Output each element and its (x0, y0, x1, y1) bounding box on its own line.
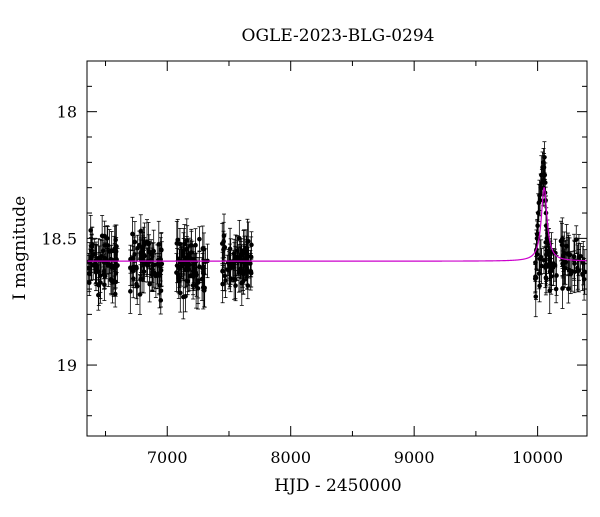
data-point (566, 286, 571, 292)
data-point (243, 245, 249, 251)
y-tick-label: 18 (57, 103, 77, 122)
data-point (136, 242, 142, 248)
data-point (88, 228, 94, 233)
data-point (193, 242, 198, 248)
data-point (147, 281, 152, 287)
data-point (139, 249, 145, 255)
data-point (142, 253, 147, 259)
data-point (104, 236, 110, 241)
data-point (97, 256, 102, 262)
data-point (233, 283, 238, 288)
data-point (96, 292, 101, 298)
data-point (220, 268, 225, 274)
data-point (159, 247, 164, 253)
data-group (87, 141, 587, 320)
data-point (223, 278, 228, 283)
x-axis-label: HJD - 2450000 (274, 476, 402, 496)
data-point (94, 262, 99, 268)
chart-title: OGLE-2023-BLG-0294 (242, 26, 435, 46)
data-point (230, 262, 236, 268)
data-point (245, 269, 250, 275)
data-point (156, 241, 162, 247)
data-point (233, 254, 238, 260)
data-point (248, 270, 254, 276)
data-point (190, 283, 196, 288)
data-point (571, 254, 577, 259)
data-point (113, 279, 118, 285)
model-curve (87, 187, 587, 262)
y-axis-label: I magnitude (10, 196, 30, 300)
data-point (114, 244, 119, 249)
data-point (548, 274, 554, 279)
data-point (105, 243, 111, 248)
data-point (539, 263, 544, 269)
data-point (146, 241, 151, 247)
data-point (533, 294, 539, 299)
data-point (542, 172, 548, 178)
x-tick-label: 7000 (147, 448, 188, 467)
data-point (149, 272, 155, 278)
data-point (569, 268, 575, 274)
data-point (102, 282, 107, 288)
data-point (175, 237, 181, 243)
data-point (547, 261, 552, 267)
data-point (581, 276, 587, 282)
x-tick-label: 8000 (270, 448, 311, 467)
data-point (551, 261, 556, 267)
data-point (150, 253, 155, 259)
data-point (156, 271, 162, 276)
data-point (537, 198, 543, 203)
data-point (562, 265, 568, 271)
data-point (105, 263, 111, 268)
data-point (176, 272, 181, 278)
data-point (128, 256, 133, 262)
data-point (537, 283, 542, 289)
data-point (128, 289, 133, 294)
y-axis: 18 18.5 19 (41, 85, 587, 417)
data-point (553, 286, 559, 292)
data-point (536, 271, 542, 276)
x-tick-label: 10000 (512, 448, 563, 467)
data-point (222, 273, 228, 279)
data-point (186, 262, 191, 268)
data-point (153, 273, 159, 279)
data-point (95, 269, 101, 274)
data-point (580, 271, 585, 277)
plot-area (87, 141, 587, 320)
data-point (240, 271, 246, 277)
data-point (534, 236, 540, 241)
data-point (115, 263, 120, 268)
x-tick-label: 9000 (394, 448, 435, 467)
data-point (241, 249, 246, 255)
plot-frame (86, 60, 588, 437)
data-point (200, 265, 205, 271)
data-point (535, 223, 540, 228)
data-point (191, 268, 197, 274)
data-point (113, 237, 118, 243)
y-tick-label: 18.5 (41, 229, 77, 248)
data-point (197, 236, 202, 242)
data-point (542, 180, 548, 185)
data-point (560, 236, 565, 242)
data-point (99, 233, 105, 239)
data-point (248, 261, 253, 266)
data-point (195, 280, 201, 285)
data-point (221, 247, 226, 252)
data-point (535, 210, 541, 216)
data-point (563, 259, 568, 265)
data-point (176, 278, 182, 284)
data-point (91, 252, 97, 257)
data-point (567, 252, 572, 258)
data-point (181, 294, 186, 300)
x-axis: 7000 8000 9000 10000 (105, 61, 563, 467)
data-point (244, 254, 250, 260)
data-point (133, 266, 139, 271)
data-point (96, 282, 102, 288)
data-point (89, 248, 94, 253)
data-point (130, 231, 135, 237)
data-point (87, 265, 91, 271)
y-tick-label: 19 (57, 356, 77, 375)
